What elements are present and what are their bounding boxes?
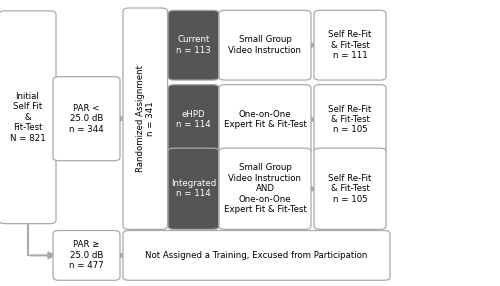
FancyBboxPatch shape xyxy=(168,10,219,80)
FancyBboxPatch shape xyxy=(123,8,168,229)
FancyBboxPatch shape xyxy=(314,85,386,154)
Text: Self Re-Fit
& Fit-Test
n = 105: Self Re-Fit & Fit-Test n = 105 xyxy=(328,105,372,134)
Text: Randomized Assignment
n = 341: Randomized Assignment n = 341 xyxy=(136,65,155,172)
Text: eHPD
n = 114: eHPD n = 114 xyxy=(176,110,211,129)
FancyBboxPatch shape xyxy=(219,148,311,229)
Text: Integrated
n = 114: Integrated n = 114 xyxy=(171,179,216,198)
FancyBboxPatch shape xyxy=(53,77,120,161)
FancyBboxPatch shape xyxy=(314,148,386,229)
Text: Small Group
Video Instruction
AND
One-on-One
Expert Fit & Fit-Test: Small Group Video Instruction AND One-on… xyxy=(224,164,306,214)
Text: Self Re-Fit
& Fit-Test
n = 105: Self Re-Fit & Fit-Test n = 105 xyxy=(328,174,372,204)
Text: PAR ≥
25.0 dB
n = 477: PAR ≥ 25.0 dB n = 477 xyxy=(69,241,104,270)
FancyBboxPatch shape xyxy=(219,10,311,80)
FancyBboxPatch shape xyxy=(53,231,120,280)
Text: Initial
Self Fit
&
Fit-Test
N = 821: Initial Self Fit & Fit-Test N = 821 xyxy=(10,92,46,142)
FancyBboxPatch shape xyxy=(314,10,386,80)
Text: PAR <
25.0 dB
n = 344: PAR < 25.0 dB n = 344 xyxy=(69,104,104,134)
Text: Self Re-Fit
& Fit-Test
n = 111: Self Re-Fit & Fit-Test n = 111 xyxy=(328,30,372,60)
FancyBboxPatch shape xyxy=(168,85,219,154)
FancyBboxPatch shape xyxy=(219,85,311,154)
FancyBboxPatch shape xyxy=(0,11,56,224)
Text: Not Assigned a Training, Excused from Participation: Not Assigned a Training, Excused from Pa… xyxy=(146,251,368,260)
Text: One-on-One
Expert Fit & Fit-Test: One-on-One Expert Fit & Fit-Test xyxy=(224,110,306,129)
FancyBboxPatch shape xyxy=(123,231,390,280)
Text: Current
n = 113: Current n = 113 xyxy=(176,35,211,55)
Text: Small Group
Video Instruction: Small Group Video Instruction xyxy=(228,35,302,55)
FancyBboxPatch shape xyxy=(168,148,219,229)
